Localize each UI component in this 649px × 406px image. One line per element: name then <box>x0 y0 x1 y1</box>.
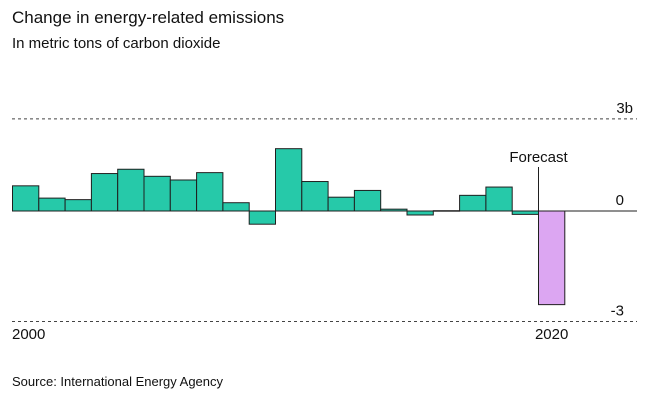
bar-2020-forecast <box>538 210 566 306</box>
y-tick-label-top: 3b <box>616 100 633 117</box>
bar-2008 <box>222 202 250 212</box>
bar-2015 <box>406 210 434 216</box>
bar-2001 <box>38 197 66 212</box>
bar-2000 <box>12 185 40 212</box>
bars-group <box>12 148 566 306</box>
chart-subtitle: In metric tons of carbon dioxide <box>12 35 221 52</box>
bar-2013 <box>353 189 382 212</box>
bar-2009 <box>248 210 276 225</box>
bar-2004 <box>117 168 145 212</box>
bar-2017 <box>459 194 487 212</box>
x-tick-label-end: 2020 <box>535 326 568 343</box>
bar-2003 <box>90 173 119 212</box>
bar-2006 <box>169 179 198 212</box>
bar-2016 <box>432 210 461 212</box>
y-tick-label-bottom: -3 <box>611 303 624 320</box>
bar-2002 <box>64 199 92 212</box>
bar-2019 <box>511 210 540 215</box>
bar-2007 <box>196 172 224 212</box>
bar-2012 <box>327 196 355 212</box>
y-tick-label-zero: 0 <box>616 192 624 209</box>
bar-2010 <box>275 148 303 212</box>
forecast-annotation: Forecast <box>509 149 568 166</box>
bar-2018 <box>485 186 513 212</box>
x-tick-label-start: 2000 <box>12 326 45 343</box>
bar-2005 <box>143 175 171 212</box>
chart-title: Change in energy-related emissions <box>12 8 285 27</box>
bar-2011 <box>301 181 329 212</box>
source-note: Source: International Energy Agency <box>12 374 224 389</box>
bar-2014 <box>380 208 408 212</box>
